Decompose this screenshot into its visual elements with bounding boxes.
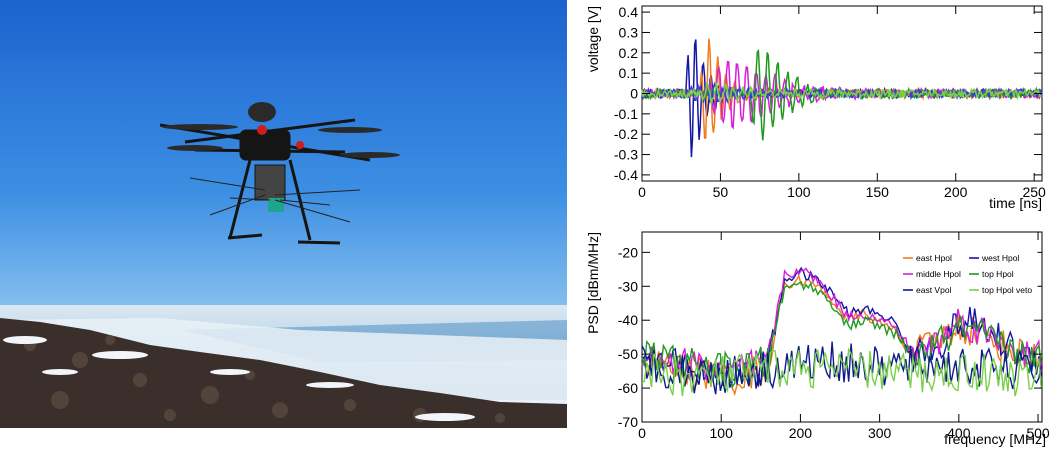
voltage-xlabel: time [ns] <box>989 195 1042 211</box>
voltage-trace-1 <box>641 38 1043 139</box>
voltage-panel: 0 50 100 150 200 250 -0.4 -0.3 -0.2 -0.1 0 0.1 0.2 0.… <box>585 4 1046 211</box>
rocky-ridge <box>0 318 567 428</box>
voltage-xtick-label: 100 <box>787 184 811 200</box>
psd-trace-4 <box>641 341 1042 395</box>
voltage-ytick-label: 0 <box>630 86 638 102</box>
psd-trace-0 <box>641 274 1042 397</box>
voltage-ticks: 0 50 100 150 200 250 -0.4 -0.3 -0.2 -0.1 0 0.1 0.2 0.… <box>614 4 1046 200</box>
psd-ytick-label: -60 <box>618 380 638 396</box>
psd-xtick-label: 0 <box>638 425 646 441</box>
snow-patches <box>3 336 475 421</box>
legend-label: west Hpol <box>981 253 1019 263</box>
voltage-ytick-label: 0.4 <box>619 4 639 20</box>
drone-photo <box>0 0 567 428</box>
voltage-ytick-label: 0.1 <box>619 65 639 81</box>
psd-ytick-label: -50 <box>618 346 638 362</box>
voltage-traces <box>641 38 1043 158</box>
psd-xtick-label: 300 <box>868 425 892 441</box>
voltage-xtick-label: 150 <box>866 184 890 200</box>
psd-traces <box>641 266 1042 397</box>
legend-label: top Hpol <box>982 269 1014 279</box>
psd-legend: east Hpol west Hpol middle Hpol top Hpol eas… <box>898 247 1038 301</box>
psd-plot-frame <box>641 231 1043 423</box>
voltage-xtick-label: 250 <box>1022 184 1046 200</box>
voltage-ylabel: voltage [V] <box>585 6 601 72</box>
psd-ytick-label: -30 <box>618 278 638 294</box>
psd-ytick-label: -40 <box>618 312 638 328</box>
legend-label: east Hpol <box>916 253 952 263</box>
voltage-ytick-label: -0.1 <box>614 106 638 122</box>
psd-xtick-label: 100 <box>710 425 734 441</box>
psd-xtick-label: 400 <box>947 425 971 441</box>
voltage-xtick-label: 200 <box>944 184 968 200</box>
voltage-xtick-label: 0 <box>638 184 646 200</box>
voltage-xtick-label: 50 <box>713 184 729 200</box>
psd-ticks: 0 100 200 300 400 500 -70 -60 -50 -40 -30 -20 <box>618 232 1050 441</box>
psd-ytick-label: -20 <box>618 244 638 260</box>
voltage-ytick-label: 0.3 <box>619 24 639 40</box>
legend-label: middle Hpol <box>916 269 961 279</box>
psd-trace-2 <box>641 267 1042 381</box>
legend-box <box>898 247 1038 301</box>
psd-xlabel: frequency [MHz] <box>944 431 1046 447</box>
legend-label: top Hpol veto <box>982 285 1032 295</box>
psd-ytick-label: -70 <box>618 414 638 430</box>
psd-trace-5 <box>641 347 1042 397</box>
voltage-trace-5 <box>641 82 1043 105</box>
psd-ylabel: PSD [dBm/MHz] <box>585 232 601 334</box>
psd-xtick-label: 200 <box>789 425 813 441</box>
psd-xtick-label: 500 <box>1026 425 1050 441</box>
voltage-ytick-label: -0.4 <box>614 167 638 183</box>
voltage-ytick-label: -0.3 <box>614 147 638 163</box>
drone <box>159 102 400 245</box>
legend-label: east Vpol <box>916 285 952 295</box>
psd-panel: 0 100 200 300 400 500 -70 -60 -50 -40 -30 -20 frequ… <box>585 231 1050 447</box>
voltage-ytick-label: 0.2 <box>619 45 639 61</box>
voltage-ytick-label: -0.2 <box>614 126 638 142</box>
